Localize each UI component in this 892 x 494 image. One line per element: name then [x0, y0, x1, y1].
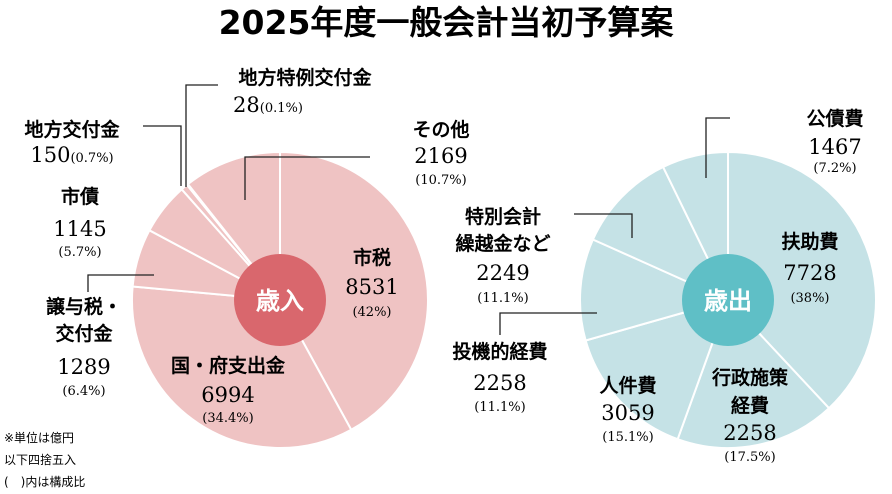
label-fujo-name: 扶助費	[781, 230, 838, 253]
expense-center-disc	[682, 254, 774, 346]
label-kosai-name: 公債費	[806, 107, 863, 130]
label-sonota-name: その他	[412, 118, 469, 141]
label-chihou-name: 地方交付金	[24, 118, 120, 141]
label-tokubetsu-pct: (11.1%)	[477, 291, 528, 306]
leader-toki	[499, 312, 597, 335]
leader-lines	[87, 84, 730, 335]
label-tokubetsu-name2: 繰越金など	[455, 232, 550, 255]
label-toki-pct: (11.1%)	[474, 400, 525, 415]
label-kokufu-pct: (34.4%)	[202, 411, 253, 426]
note-ratio: ( )内は構成比	[4, 475, 85, 489]
label-kosai-value: 1467	[808, 135, 861, 159]
label-sonota-value: 2169	[414, 144, 467, 168]
label-chihou-valuepct: 150(0.7%)	[30, 143, 113, 167]
label-jinken-pct: (15.1%)	[602, 430, 653, 445]
label-joyo-pct: (6.4%)	[62, 384, 105, 399]
label-tokurei-name: 地方特例交付金	[238, 66, 372, 89]
expense-pie	[579, 150, 877, 449]
label-tokubetsu-value: 2249	[476, 261, 529, 285]
label-gyosei-name1: 行政施策	[711, 366, 789, 389]
label-joyo-name1: 譲与税・	[46, 295, 122, 318]
leader-chihou	[143, 125, 182, 186]
label-gyosei-pct: (17.5%)	[724, 450, 775, 465]
slice-rev-pie-0	[279, 150, 429, 432]
label-joyo-value: 1289	[57, 355, 110, 379]
slice-exp-pie-2	[584, 298, 730, 441]
label-jinken-value: 3059	[601, 401, 654, 425]
leader-kosai	[705, 117, 730, 178]
leader-tokurei	[185, 84, 218, 187]
label-gyosei-value: 2258	[723, 421, 776, 445]
chart-title: 2025年度一般会計当初予算案	[219, 3, 675, 42]
label-fujo-pct: (38%)	[790, 291, 829, 306]
leader-joyo	[87, 274, 154, 292]
label-shizei-pct: (42%)	[352, 305, 391, 320]
label-jinken-name: 人件費	[599, 374, 656, 397]
label-chihou-pct: (0.7%)	[70, 151, 113, 166]
label-shizei-name: 市税	[353, 246, 391, 269]
label-kokufu-name: 国・府支出金	[171, 354, 286, 377]
label-fujo-value: 7728	[783, 261, 836, 285]
slice-rev-pie-1	[131, 285, 353, 449]
revenue-center-label: 歳入	[256, 287, 304, 315]
label-joyo-name2: 交付金	[55, 322, 113, 345]
label-shisai-name: 市債	[61, 185, 99, 208]
revenue-center-disc	[234, 254, 326, 346]
note-unit: ※単位は億円	[4, 430, 74, 445]
unit-notes: ※単位は億円 以下四捨五入 ( )内は構成比	[4, 430, 85, 489]
label-sonota-pct: (10.7%)	[415, 173, 466, 188]
label-toki-value: 2258	[473, 371, 526, 395]
label-tokurei-pct: (0.1%)	[260, 101, 303, 116]
label-tokurei-valuepct: 28(0.1%)	[233, 93, 303, 117]
label-gyosei-name2: 経費	[731, 394, 769, 417]
leader-tokubetsu	[574, 213, 633, 238]
note-rounding: 以下四捨五入	[4, 452, 76, 467]
label-shisai-pct: (5.7%)	[58, 245, 101, 260]
expense-center-label: 歳出	[704, 287, 752, 315]
slice-exp-pie-0	[727, 150, 877, 410]
expense-labels: 扶助費 7728 (38%) 行政施策 経費 2258 (17.5%) 人件費 …	[452, 107, 863, 465]
leader-sonota	[244, 156, 370, 200]
revenue-labels: 市税 8531 (42%) 国・府支出金 6994 (34.4%) 譲与税・ 交…	[24, 66, 469, 426]
label-kokufu-value: 6994	[201, 383, 254, 407]
label-tokurei-value: 28	[233, 93, 260, 117]
slice-exp-pie-3	[579, 238, 731, 342]
label-tokubetsu-name1: 特別会計	[465, 205, 541, 228]
label-shisai-value: 1145	[53, 217, 106, 241]
label-shizei-value: 8531	[345, 275, 398, 299]
label-kosai-pct: (7.2%)	[813, 161, 856, 176]
label-chihou-value: 150	[30, 143, 70, 167]
label-toki-name: 投機的経費	[452, 340, 547, 363]
slice-exp-pie-4	[591, 165, 731, 303]
